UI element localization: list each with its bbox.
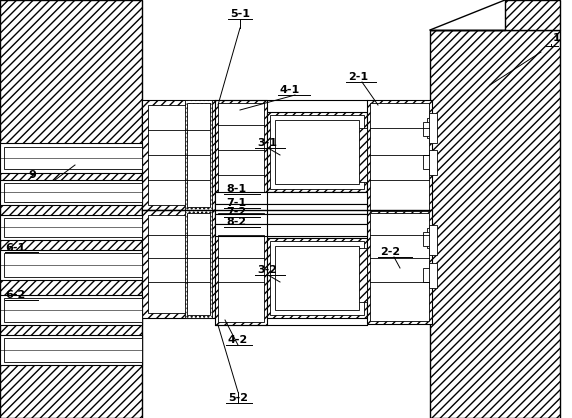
Bar bbox=[185, 100, 212, 210]
Bar bbox=[215, 224, 365, 236]
Bar bbox=[0, 180, 142, 205]
Bar bbox=[429, 150, 437, 175]
Bar bbox=[148, 105, 210, 205]
Bar bbox=[427, 228, 430, 248]
Bar bbox=[423, 122, 433, 136]
Text: 1: 1 bbox=[553, 33, 561, 43]
Bar bbox=[423, 232, 433, 246]
Bar bbox=[218, 103, 264, 212]
Polygon shape bbox=[430, 0, 560, 30]
Text: 3-2: 3-2 bbox=[257, 265, 277, 275]
Text: 5-2: 5-2 bbox=[228, 393, 248, 403]
Bar bbox=[270, 115, 364, 189]
Bar bbox=[423, 268, 433, 282]
Bar bbox=[4, 183, 142, 202]
Bar bbox=[427, 118, 430, 138]
Bar bbox=[267, 112, 367, 192]
Text: 2-2: 2-2 bbox=[380, 247, 400, 257]
Text: 4-2: 4-2 bbox=[228, 335, 248, 345]
Text: 7-1: 7-1 bbox=[226, 198, 246, 208]
Bar bbox=[429, 225, 437, 255]
Bar bbox=[187, 213, 210, 315]
Bar bbox=[148, 215, 210, 313]
Bar bbox=[4, 147, 142, 169]
Bar bbox=[267, 224, 367, 236]
Bar bbox=[429, 263, 437, 288]
Text: 9: 9 bbox=[28, 170, 36, 180]
Bar bbox=[0, 215, 142, 240]
Bar bbox=[275, 120, 359, 184]
Bar bbox=[185, 210, 212, 318]
Text: 5-1: 5-1 bbox=[230, 9, 250, 19]
Bar bbox=[270, 241, 364, 315]
Bar bbox=[357, 248, 367, 302]
Bar bbox=[267, 192, 367, 204]
Bar bbox=[267, 214, 367, 224]
Bar bbox=[275, 246, 359, 310]
Text: 3-1: 3-1 bbox=[257, 138, 277, 148]
Bar bbox=[215, 214, 365, 224]
Bar bbox=[370, 213, 429, 321]
Bar bbox=[4, 338, 142, 362]
Text: 7-2: 7-2 bbox=[226, 207, 246, 217]
Bar bbox=[4, 218, 142, 237]
Bar bbox=[267, 204, 367, 214]
Bar bbox=[367, 100, 432, 214]
Bar bbox=[215, 192, 365, 204]
Bar bbox=[142, 210, 215, 318]
Bar bbox=[215, 204, 365, 214]
Polygon shape bbox=[430, 30, 560, 418]
Bar bbox=[0, 335, 142, 365]
Bar bbox=[429, 113, 437, 143]
Bar bbox=[370, 103, 429, 211]
Bar bbox=[423, 155, 433, 169]
Text: 6-2: 6-2 bbox=[5, 290, 25, 300]
Text: 8-2: 8-2 bbox=[226, 217, 246, 227]
Bar bbox=[0, 295, 142, 325]
Bar bbox=[142, 100, 215, 210]
Bar bbox=[4, 253, 142, 277]
Bar bbox=[0, 250, 142, 280]
Text: 4-1: 4-1 bbox=[280, 85, 300, 95]
Text: 6-1: 6-1 bbox=[5, 243, 25, 253]
Bar bbox=[4, 298, 142, 322]
Polygon shape bbox=[0, 0, 142, 418]
Bar bbox=[187, 103, 210, 207]
Bar bbox=[218, 213, 264, 322]
Bar bbox=[215, 100, 267, 215]
Text: 8-1: 8-1 bbox=[226, 184, 246, 194]
Text: 2-1: 2-1 bbox=[348, 72, 368, 82]
Bar bbox=[215, 210, 267, 325]
Bar bbox=[0, 143, 142, 173]
Bar bbox=[357, 128, 367, 182]
Bar bbox=[367, 210, 432, 324]
Bar bbox=[267, 238, 367, 318]
